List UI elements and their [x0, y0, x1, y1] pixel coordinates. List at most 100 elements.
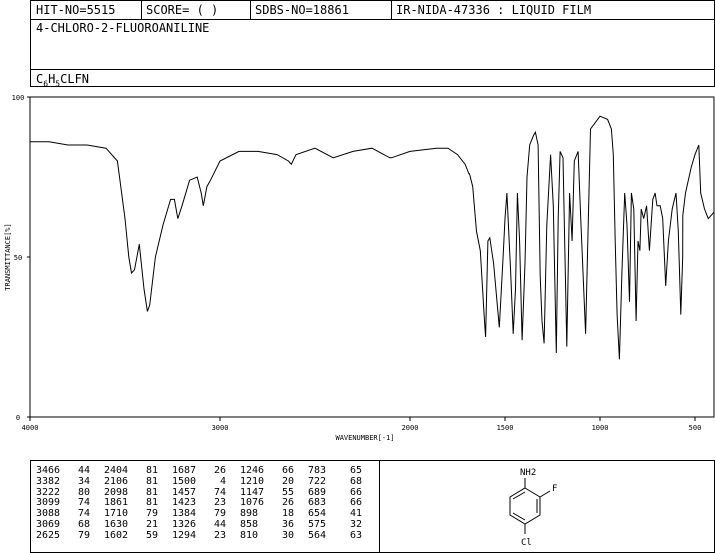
peak-transmittance: 41 — [349, 508, 362, 520]
peak-wavenumber: 1500 — [172, 475, 197, 487]
ring-double-bond — [512, 491, 526, 500]
y-tick-label: 0 — [16, 414, 20, 422]
peak-transmittance: 65 — [349, 465, 362, 476]
peak-transmittance: 81 — [145, 486, 158, 498]
peak-wavenumber: 654 — [308, 508, 327, 520]
peak-row: 3222 80 — [36, 486, 90, 499]
peak-transmittance: 44 — [213, 518, 226, 530]
peak-wavenumber: 1602 — [104, 529, 129, 541]
peak-wavenumber: 3099 — [36, 497, 61, 509]
peak-wavenumber: 575 — [308, 518, 327, 530]
peak-wavenumber: 722 — [308, 475, 327, 487]
peak-row: 1076 26 — [240, 498, 294, 509]
peak-wavenumber: 1294 — [172, 529, 197, 541]
score: SCORE= ( ) — [146, 3, 219, 17]
peak-row: 858 36 — [240, 518, 294, 531]
peak-row: 1326 44 — [172, 518, 226, 531]
peak-row: 3466 44 — [36, 465, 90, 477]
peak-row: 3382 34 — [36, 475, 90, 488]
peak-row: 654 41 — [308, 508, 362, 520]
peak-row: 1210 20 — [240, 475, 294, 488]
peak-row: 1423 23 — [172, 498, 226, 509]
x-tick-label: 4000 — [22, 424, 39, 432]
peak-row: 1861 81 — [104, 498, 158, 509]
formula-h: H — [48, 72, 56, 86]
peak-wavenumber: 1630 — [104, 518, 129, 530]
peak-transmittance: 68 — [349, 475, 362, 487]
peak-transmittance: 20 — [281, 475, 294, 487]
peak-transmittance: 81 — [145, 475, 158, 487]
peak-row: 1457 74 — [172, 486, 226, 499]
peak-transmittance: 23 — [213, 497, 226, 509]
peak-transmittance: 36 — [281, 518, 294, 530]
peak-wavenumber: 2404 — [104, 465, 129, 476]
peak-column: 2404 81 2106 81 2098 81 1861 81 1710 79 1630 21 1602… — [104, 465, 158, 542]
peak-wavenumber: 1246 — [240, 465, 265, 476]
peak-wavenumber: 1457 — [172, 486, 197, 498]
header-separator — [250, 1, 251, 20]
cl-label: Cl — [521, 538, 532, 548]
peak-wavenumber: 1147 — [240, 486, 265, 498]
peak-transmittance: 34 — [77, 475, 90, 487]
peak-column: 783 65 722 68 689 66 683 66 654 41 575 32 564 63 — [308, 465, 362, 542]
peak-wavenumber: 898 — [240, 508, 259, 520]
peak-row: 783 65 — [308, 465, 362, 477]
peak-wavenumber: 3222 — [36, 486, 61, 498]
peak-wavenumber: 3466 — [36, 465, 61, 476]
peak-wavenumber: 1861 — [104, 497, 129, 509]
peak-row: 1710 79 — [104, 508, 158, 520]
peak-transmittance: 26 — [281, 497, 294, 509]
formula-c: C — [36, 72, 44, 86]
x-tick-label: 2000 — [402, 424, 419, 432]
peak-row: 3088 74 — [36, 508, 90, 520]
structure-diagram: NH2 F Cl — [509, 468, 557, 548]
peak-wavenumber: 3382 — [36, 475, 61, 487]
peak-transmittance: 74 — [213, 486, 226, 498]
peak-row: 575 32 — [308, 518, 362, 531]
peak-row: 3069 68 — [36, 519, 90, 531]
name-box: 4-CHLORO-2-FLUOROANILINE C6H5CLFN — [30, 19, 715, 88]
peak-wavenumber: 1423 — [172, 497, 197, 509]
peak-wavenumber: 3088 — [36, 508, 61, 520]
ir-info: IR-NIDA-47336 : LIQUID FILM — [396, 3, 592, 17]
peak-transmittance: 80 — [77, 486, 90, 498]
peak-transmittance: 79 — [213, 508, 226, 520]
peak-transmittance: 21 — [145, 518, 158, 530]
benzene-ring — [509, 487, 541, 525]
peak-row: 564 63 — [308, 530, 362, 542]
peak-transmittance: 81 — [145, 465, 158, 476]
x-tick-label: 1500 — [497, 424, 514, 432]
sdbs-no: SDBS-NO=18861 — [255, 3, 349, 17]
peak-wavenumber: 1384 — [172, 508, 197, 520]
peak-row: 1246 66 — [240, 465, 294, 477]
hit-no: HIT-NO=5515 — [36, 3, 116, 17]
peak-row: 683 66 — [308, 498, 362, 509]
peak-wavenumber: 2098 — [104, 486, 129, 498]
peak-row: 1687 26 — [172, 465, 226, 477]
peak-wavenumber: 683 — [308, 497, 327, 509]
peak-row: 1147 55 — [240, 486, 294, 499]
peak-row: 2106 81 — [104, 475, 158, 488]
peak-row: 1602 59 — [104, 529, 158, 542]
ring-double-bond — [512, 512, 526, 521]
molecular-formula: C6H5CLFN — [36, 72, 89, 88]
peak-transmittance: 18 — [281, 508, 294, 520]
peak-transmittance: 66 — [349, 497, 362, 509]
peak-wavenumber: 1710 — [104, 508, 129, 520]
peak-row: 2404 81 — [104, 465, 158, 477]
ir-spectrum-chart: 0 50 100 4000 3000 2000 1500 1000 500 WAVENUMBE… — [4, 94, 715, 442]
peak-transmittance: 74 — [77, 508, 90, 520]
peak-row: 689 66 — [308, 486, 362, 499]
peak-transmittance: 30 — [281, 529, 294, 541]
formula-divider — [31, 69, 714, 70]
peak-wavenumber: 2625 — [36, 529, 61, 541]
peak-row: 2625 79 — [36, 529, 90, 542]
x-axis-label: WAVENUMBER[-1] — [335, 434, 394, 442]
peak-column: 1687 26 1500 4 1457 74 1423 23 1384 79 1326 44 1294 2… — [172, 465, 226, 542]
nh2-label: NH2 — [520, 468, 536, 478]
plot-frame — [29, 96, 715, 418]
peak-column: 3466 44 3382 34 3222 80 3099 74 3088 74 3069 68 2625… — [36, 465, 90, 542]
peak-wavenumber: 858 — [240, 518, 259, 530]
f-bond — [539, 490, 551, 498]
peak-transmittance: 66 — [349, 486, 362, 498]
